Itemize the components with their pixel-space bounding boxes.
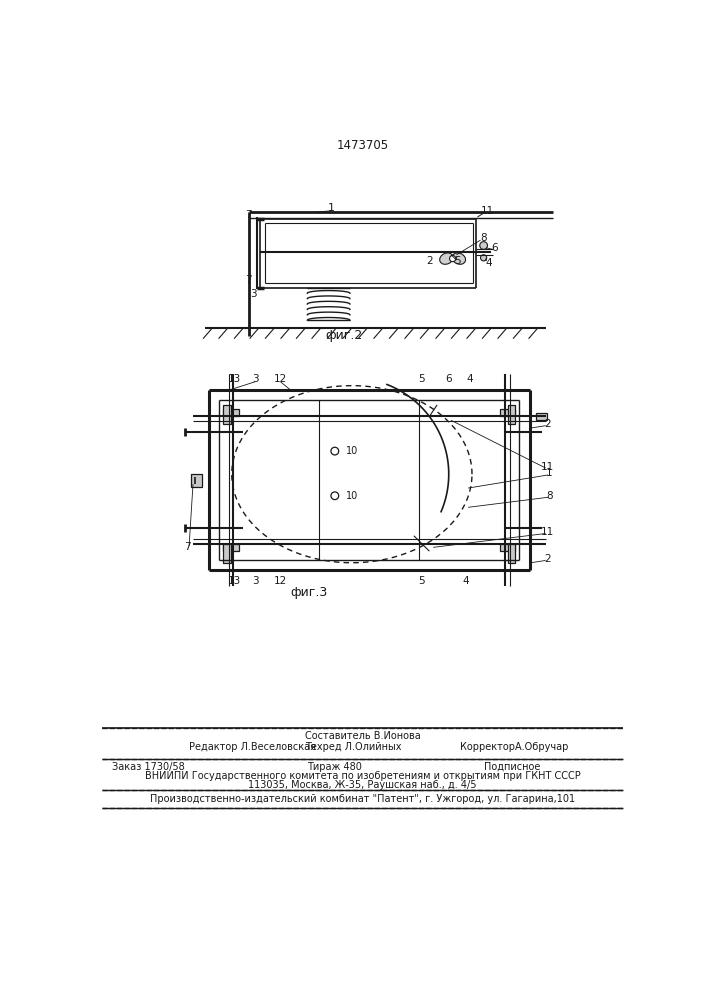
Text: 7: 7 [185,542,191,552]
Text: 5: 5 [419,576,425,586]
Text: 13: 13 [228,576,240,586]
Bar [192,474,202,487]
Text: 13: 13 [228,374,240,384]
Text: 10: 10 [346,491,358,501]
Text: 8: 8 [547,491,553,501]
Text: 5: 5 [454,256,460,266]
Text: Тираж 480: Тираж 480 [308,762,362,772]
Text: 6: 6 [491,243,498,253]
Text: фиг.2: фиг.2 [325,329,363,342]
Text: 2: 2 [544,554,551,564]
Text: 2: 2 [426,256,433,266]
Text: 113035, Москва, Ж-35, Раушская наб., д. 4/5: 113035, Москва, Ж-35, Раушская наб., д. … [248,780,477,790]
Circle shape [481,255,486,261]
Text: Техред Л.Олийных: Техред Л.Олийных [305,742,402,752]
Text: фиг.3: фиг.3 [291,586,328,599]
Text: 11: 11 [541,527,554,537]
Text: Заказ 1730/58: Заказ 1730/58 [112,762,185,772]
Ellipse shape [440,253,453,264]
Bar [537,413,547,420]
Text: 3: 3 [252,576,258,586]
Bar [223,544,231,563]
Text: Редактор Л.Веселовская: Редактор Л.Веселовская [189,742,316,752]
Text: 8: 8 [480,233,487,243]
Bar [508,405,515,424]
Text: 10: 10 [346,446,358,456]
Text: 1: 1 [327,203,334,213]
Text: 7: 7 [245,210,252,220]
Ellipse shape [452,253,465,264]
Text: 7: 7 [245,275,252,285]
Text: 1: 1 [547,468,553,478]
Circle shape [450,256,456,262]
Bar [223,409,239,416]
Bar [223,544,239,551]
Bar [500,409,515,416]
Text: 1473705: 1473705 [337,139,389,152]
Text: 12: 12 [274,374,287,384]
Bar [508,544,515,563]
Text: 4: 4 [462,576,469,586]
Text: 2: 2 [544,419,551,429]
Text: 4: 4 [467,374,473,384]
Text: 3: 3 [250,289,257,299]
Text: 12: 12 [274,576,287,586]
Bar [223,405,231,424]
Text: 3: 3 [252,374,258,384]
Text: КорректорА.Обручар: КорректорА.Обручар [460,742,568,752]
Bar [500,544,515,551]
Text: Подписное: Подписное [484,762,540,772]
Text: Составитель В.Ионова: Составитель В.Ионова [305,731,421,741]
Circle shape [480,242,488,249]
Text: 6: 6 [445,374,452,384]
Text: 4: 4 [485,258,491,268]
Text: ВНИИПИ Государственного комитета по изобретениям и открытиям при ГКНТ СССР: ВНИИПИ Государственного комитета по изоб… [145,771,580,781]
Text: 5: 5 [419,374,425,384]
Text: 11: 11 [481,206,494,216]
Text: Производственно-издательский комбинат "Патент", г. Ужгород, ул. Гагарина,101: Производственно-издательский комбинат "П… [150,794,575,804]
Text: 11: 11 [541,462,554,472]
